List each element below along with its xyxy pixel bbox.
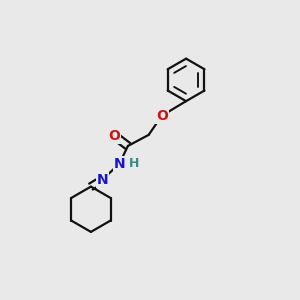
Text: O: O [109,129,120,143]
Text: H: H [129,158,140,170]
Text: N: N [97,173,108,187]
Text: N: N [114,157,125,170]
Text: O: O [156,109,168,123]
